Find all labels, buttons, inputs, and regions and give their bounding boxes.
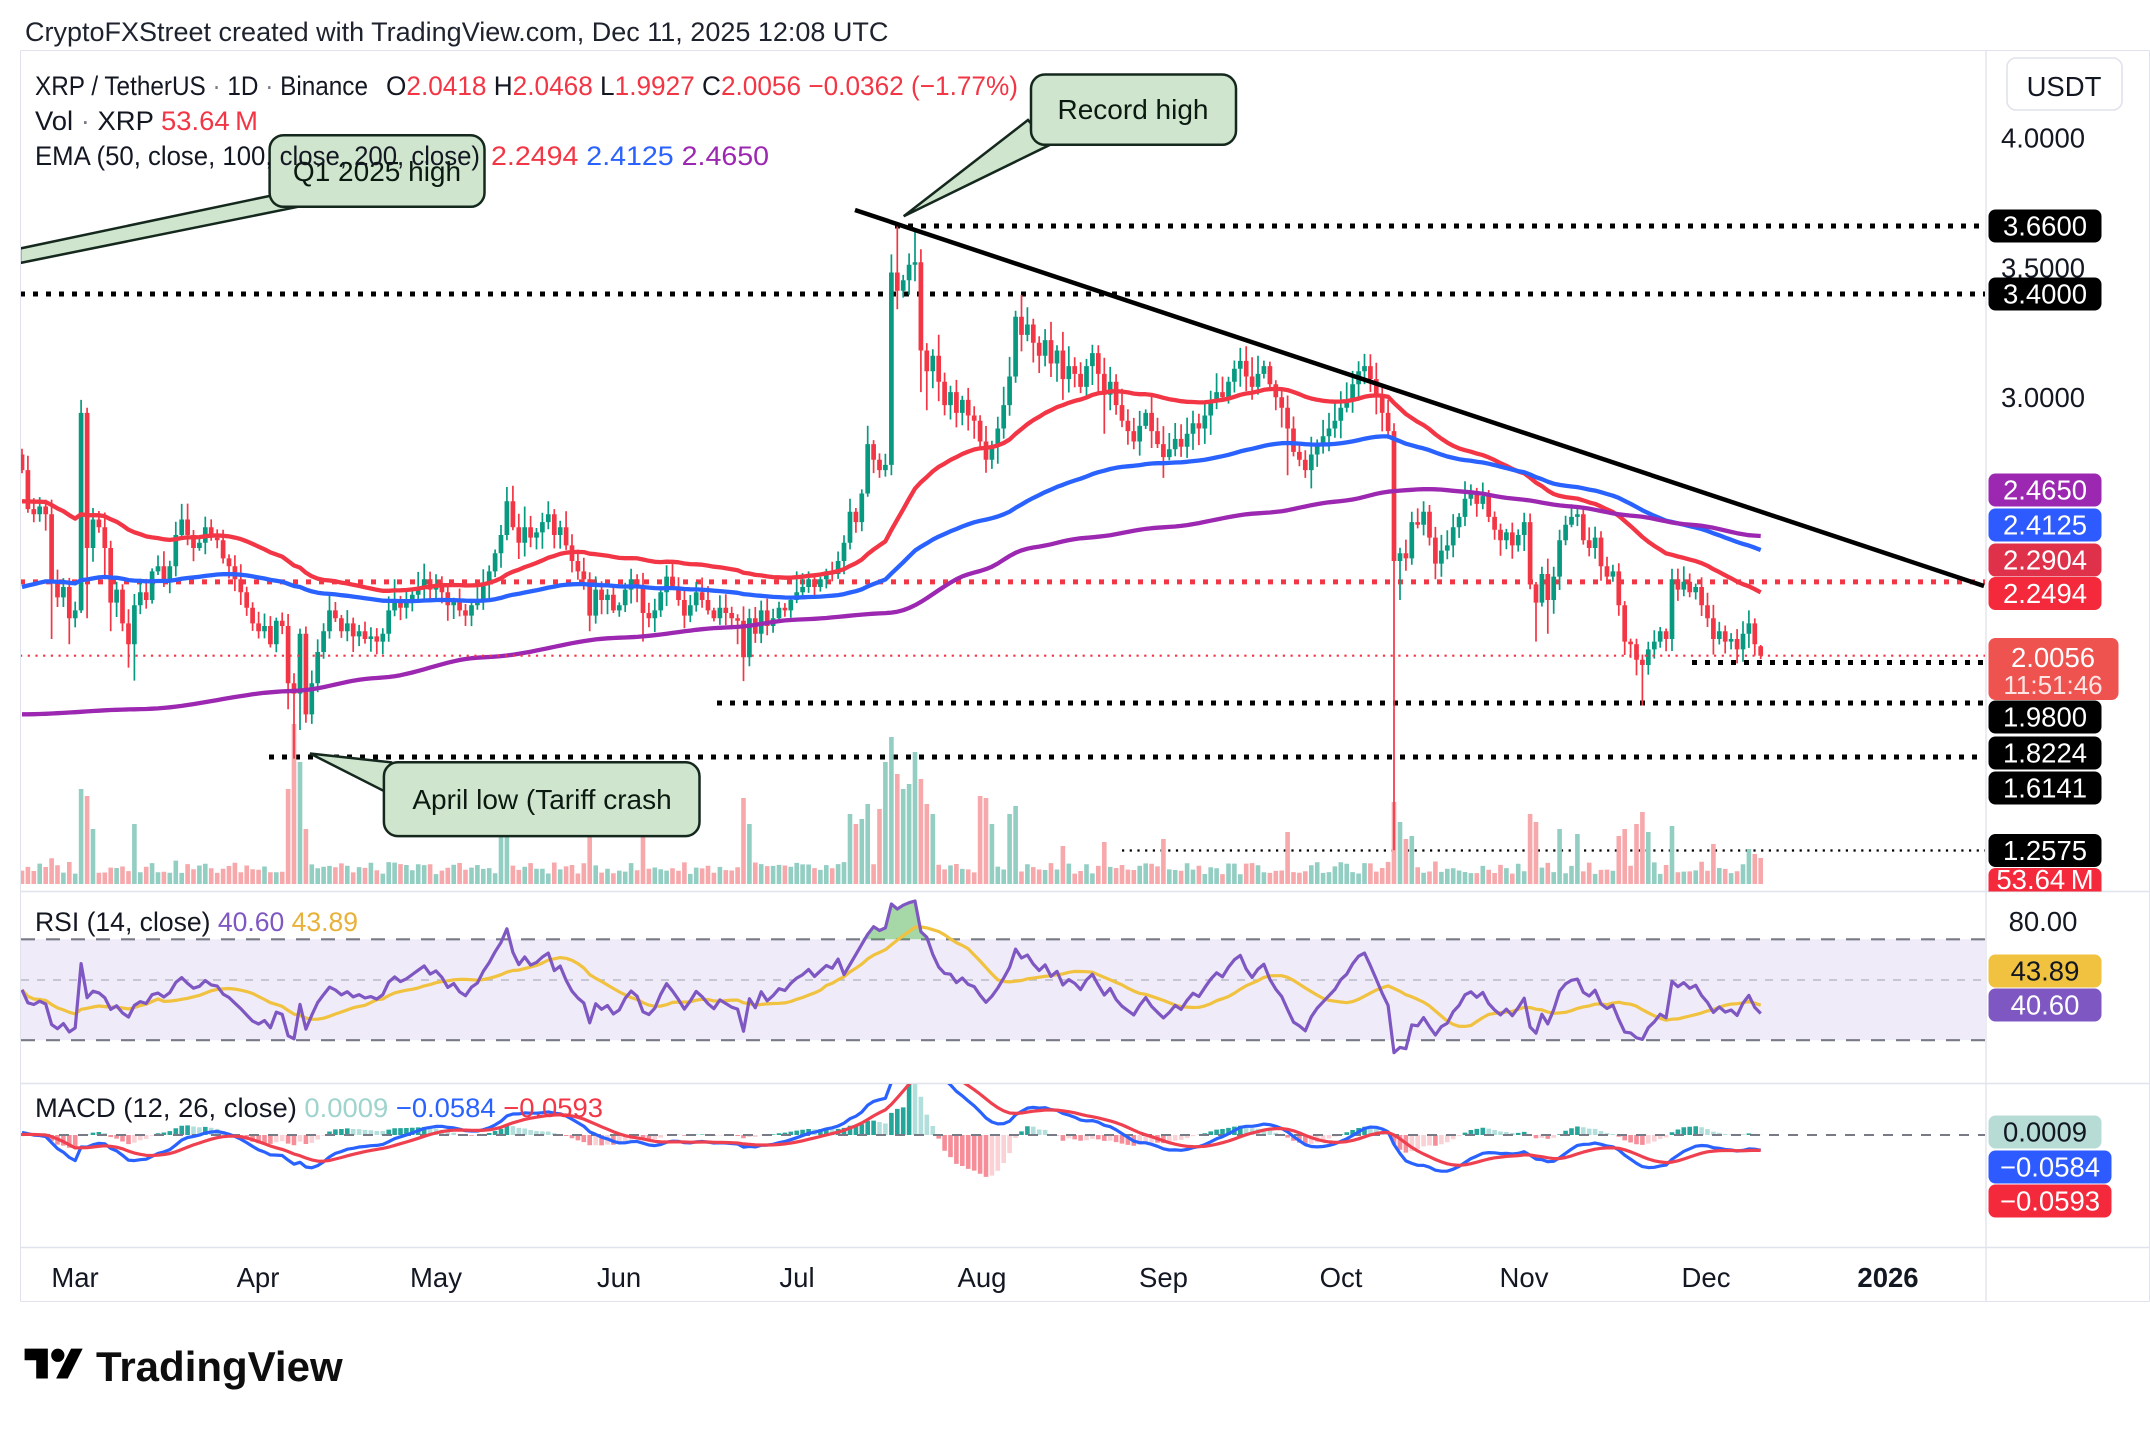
svg-text:RSI (14, close) 40.60 43.89: RSI (14, close) 40.60 43.89	[35, 907, 358, 937]
svg-text:2.4650: 2.4650	[2003, 475, 2087, 506]
svg-text:EMA (50, close, 100, close, 20: EMA (50, close, 100, close, 200, close)	[35, 141, 480, 171]
svg-text:40.60: 40.60	[2011, 990, 2080, 1021]
svg-text:11:51:46: 11:51:46	[2003, 670, 2102, 700]
svg-text:Vol · XRP 53.64 M: Vol · XRP 53.64 M	[35, 106, 258, 136]
svg-text:Dec: Dec	[1682, 1262, 1731, 1293]
svg-text:May: May	[410, 1262, 462, 1293]
svg-text:3.6600: 3.6600	[2003, 211, 2087, 242]
svg-text:4.0000: 4.0000	[2001, 123, 2085, 154]
svg-text:Q1 2025 high: Q1 2025 high	[293, 156, 461, 187]
svg-text:MACD (12, 26, close) 0.0009: MACD (12, 26, close) 0.0009 −0.0584 −0.0…	[35, 1093, 603, 1123]
svg-text:0.0009: 0.0009	[2003, 1117, 2087, 1148]
svg-text:43.89: 43.89	[2011, 956, 2080, 987]
svg-text:1.8224: 1.8224	[2003, 738, 2087, 769]
svg-text:2.2494: 2.2494	[2003, 578, 2087, 609]
svg-text:April low (Tariff crash: April low (Tariff crash	[412, 784, 671, 815]
svg-text:Nov: Nov	[1500, 1262, 1549, 1293]
svg-text:Apr: Apr	[237, 1262, 280, 1293]
svg-text:2.4125: 2.4125	[2003, 510, 2087, 541]
svg-text:Jun: Jun	[597, 1262, 641, 1293]
svg-text:3.0000: 3.0000	[2001, 382, 2085, 413]
svg-text:Mar: Mar	[51, 1262, 98, 1293]
svg-text:2026: 2026	[1857, 1262, 1918, 1293]
svg-text:2.2904: 2.2904	[2003, 545, 2087, 576]
svg-text:O2.0418 H2.0468 L1.9927 C2.005: O2.0418 H2.0468 L1.9927 C2.0056 −0.0362 …	[386, 71, 1018, 101]
svg-text:2.0056: 2.0056	[2011, 642, 2095, 673]
svg-text:1.6141: 1.6141	[2003, 773, 2087, 804]
svg-text:3.4000: 3.4000	[2003, 279, 2087, 310]
svg-text:53.64 M: 53.64 M	[1996, 864, 2093, 895]
svg-text:Jul: Jul	[779, 1262, 814, 1293]
svg-text:XRP / TetherUS · 1D · Binance: XRP / TetherUS · 1D · Binance	[35, 71, 368, 101]
svg-text:1.9800: 1.9800	[2003, 702, 2087, 733]
svg-text:Sep: Sep	[1139, 1262, 1188, 1293]
svg-text:CryptoFXStreet created with Tr: CryptoFXStreet created with TradingView.…	[25, 17, 888, 47]
svg-text:1.2575: 1.2575	[2003, 835, 2087, 866]
svg-text:Record high: Record high	[1058, 94, 1209, 125]
svg-text:Aug: Aug	[958, 1262, 1007, 1293]
svg-text:80.00: 80.00	[2009, 906, 2078, 937]
svg-text:TradingView: TradingView	[96, 1343, 343, 1390]
svg-text:−0.0593: −0.0593	[2000, 1186, 2100, 1217]
svg-text:USDT: USDT	[2027, 71, 2102, 102]
svg-text:Oct: Oct	[1320, 1262, 1363, 1293]
svg-text:−0.0584: −0.0584	[2000, 1152, 2100, 1183]
svg-text:2.2494 2.4125 2.4650: 2.2494 2.4125 2.4650	[491, 141, 769, 171]
